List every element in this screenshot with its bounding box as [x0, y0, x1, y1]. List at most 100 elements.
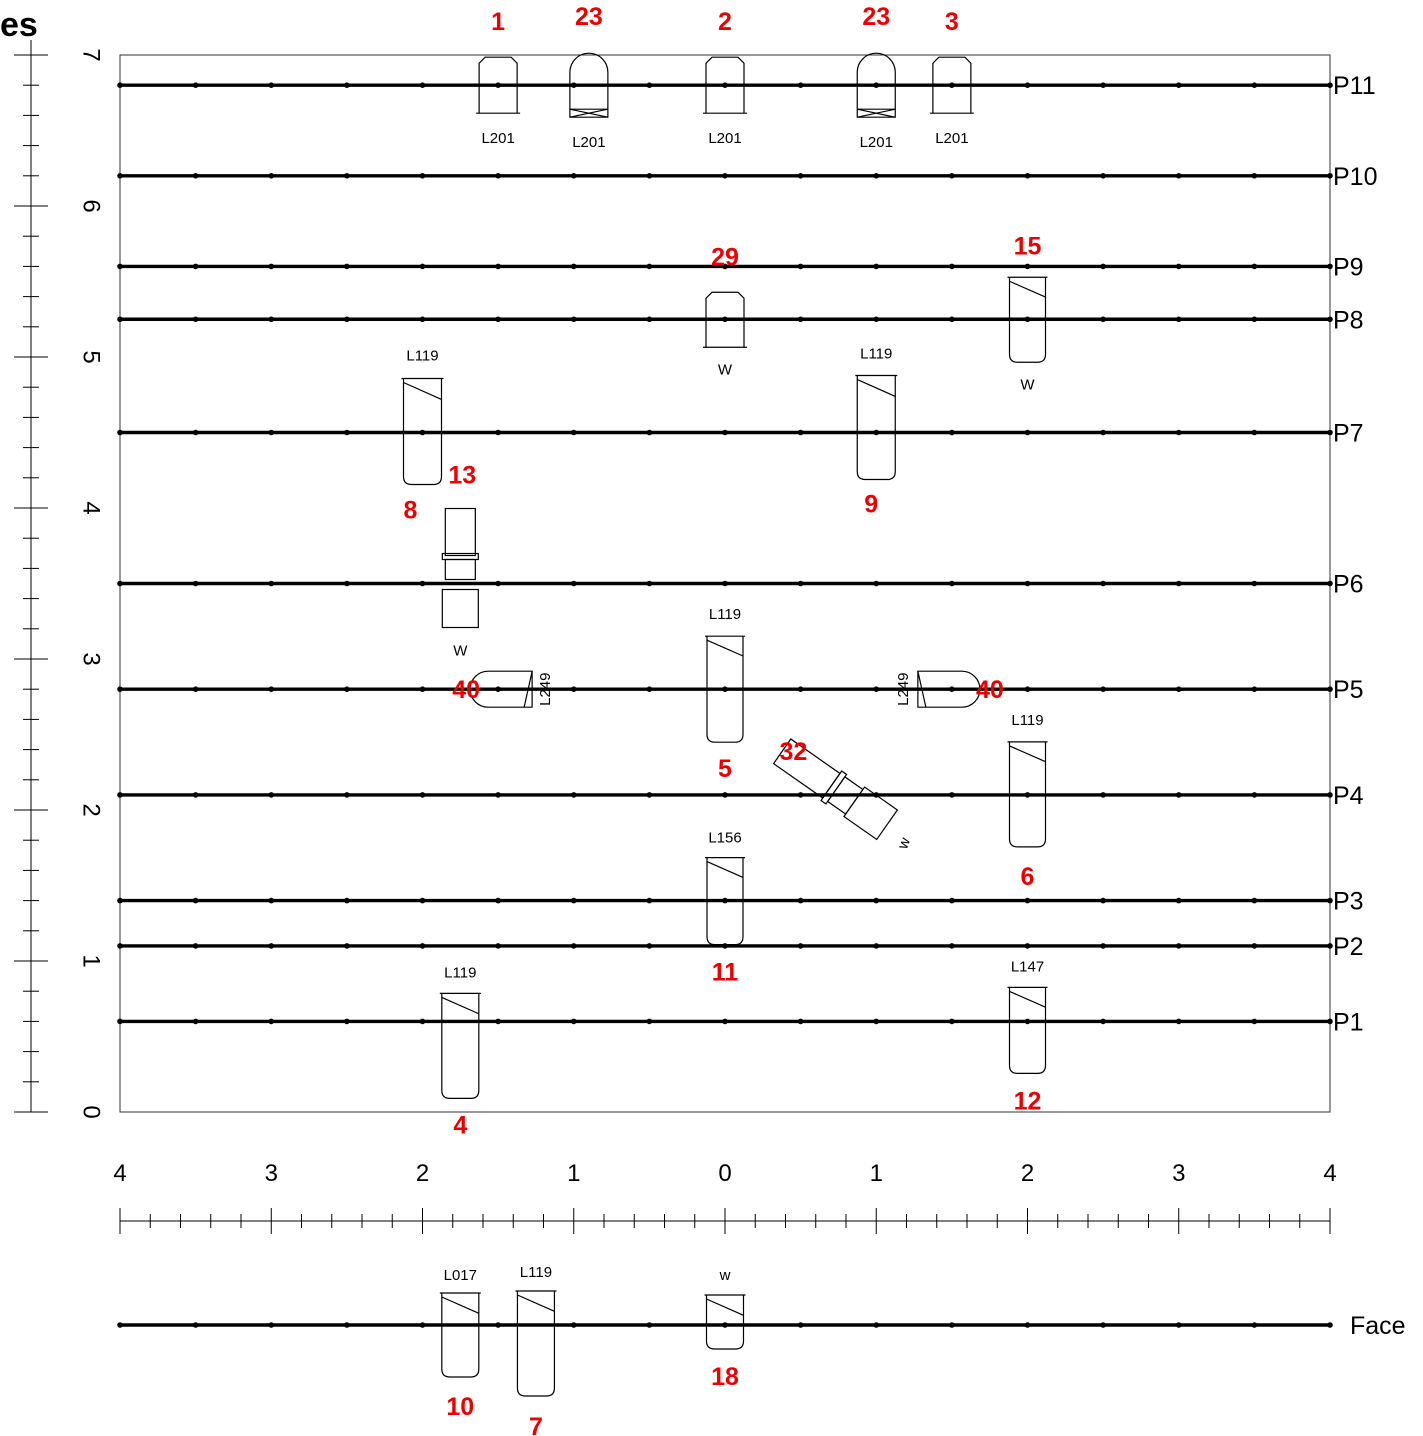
plane-marker: [268, 1018, 275, 1025]
plane-marker: [1100, 263, 1106, 270]
plane-marker: [722, 263, 728, 270]
find-code-label: W: [1020, 376, 1035, 393]
find-code-label: L249: [895, 673, 912, 706]
find-pipe-rotated: [772, 738, 899, 841]
plane-marker: [344, 1018, 350, 1025]
plane-marker: [1327, 1018, 1333, 1025]
left-axis-label: 1: [78, 954, 105, 967]
find-number-label: 40: [976, 676, 1004, 704]
plane-marker: [722, 1018, 728, 1025]
find-pipe: W 13: [441, 462, 479, 660]
find-code-label: L147: [1011, 958, 1044, 975]
find-vessel: L156 11: [705, 830, 745, 987]
plane-marker: [1327, 173, 1333, 179]
plane-marker: [873, 1018, 880, 1025]
plane-marker: [495, 897, 501, 904]
plane-marker: [646, 943, 653, 949]
find-vessel-hatch: [403, 381, 442, 400]
find-dome-outline: [569, 52, 609, 118]
find-number-label: 2: [718, 8, 732, 36]
face-marker: [192, 1322, 199, 1328]
plane-marker: [1251, 943, 1258, 949]
plane-marker: [722, 792, 728, 798]
find-lamp-outline: [476, 56, 521, 114]
find-dome: L201 23: [856, 3, 896, 151]
find-dome-cross: [569, 108, 608, 118]
find-lamp: W 29: [703, 243, 747, 378]
plane-marker: [1327, 943, 1333, 949]
left-axis-label: 7: [78, 48, 105, 61]
plane-marker: [1251, 429, 1258, 436]
plane-marker: [949, 792, 955, 798]
left-axis-label: 2: [78, 803, 105, 816]
plane-marker: [495, 316, 501, 323]
plane-marker: [344, 580, 350, 587]
find-lamp-outline: [703, 56, 747, 114]
find-number-label: 5: [718, 755, 732, 783]
plane-marker: [1100, 686, 1106, 692]
plane-marker: [646, 792, 653, 798]
plane-marker: [949, 173, 955, 179]
find-dome: L201 23: [569, 3, 609, 151]
plane-marker: [1100, 82, 1106, 88]
plane-marker: [873, 686, 880, 692]
plane-marker: [117, 580, 123, 587]
plane-marker: [117, 316, 123, 323]
face-marker: [646, 1322, 653, 1328]
find-number-label: 13: [448, 462, 476, 490]
find-pipe-collar: [441, 552, 479, 561]
find-number-label: 9: [864, 491, 878, 519]
plane-label: P2: [1333, 933, 1364, 961]
find-number-label: 18: [711, 1363, 739, 1391]
plane-label: P9: [1333, 253, 1364, 281]
find-vessel-outline: [1007, 741, 1048, 848]
face-marker: [419, 1322, 426, 1328]
plane-marker: [1175, 943, 1182, 949]
plane-marker: [344, 316, 350, 323]
plane-marker: [344, 792, 350, 798]
plane-label: P7: [1333, 420, 1364, 448]
plane-marker: [419, 263, 426, 270]
find-code-label: L119: [444, 964, 476, 981]
plane-marker: [344, 429, 350, 436]
plane-marker: [1100, 316, 1106, 323]
plane-marker: [570, 686, 577, 692]
plane-marker: [419, 792, 426, 798]
plane-marker: [646, 686, 653, 692]
plane-marker: [495, 1018, 501, 1025]
find-number-label: 15: [1014, 232, 1042, 260]
plane-marker: [1175, 316, 1182, 323]
plane-marker: [722, 943, 728, 949]
corner-title: es: [0, 6, 38, 44]
plane-marker: [722, 897, 728, 904]
find-vessel: w 18: [704, 1267, 746, 1391]
find-vessel-outline: [515, 1290, 557, 1397]
face-marker: [495, 1322, 501, 1328]
bottom-axis-label: 3: [1172, 1160, 1185, 1187]
find-number-label: 12: [1014, 1087, 1042, 1115]
plane-marker: [1024, 897, 1031, 904]
plane-marker: [344, 686, 350, 692]
plane-marker: [1251, 1018, 1258, 1025]
plane-marker: [419, 316, 426, 323]
left-axis: 0 1 2 3 4 5 6 7: [14, 40, 105, 1119]
find-code-label: L017: [444, 1267, 477, 1284]
find-vessel-hatch: [857, 378, 896, 397]
plane-marker: [722, 686, 728, 692]
find-vessel-outline: [401, 377, 444, 486]
plane-marker: [797, 686, 804, 692]
find-code-label: L119: [709, 606, 741, 623]
plane-marker: [797, 263, 804, 270]
left-axis-label: 3: [78, 652, 105, 665]
find-code-label: L119: [860, 346, 892, 363]
plane-marker: [1100, 429, 1106, 436]
find-vessel-outline: [1007, 986, 1048, 1074]
face-marker: [949, 1322, 955, 1328]
plane-marker: [1175, 1018, 1182, 1025]
plane-marker: [570, 943, 577, 949]
plane-marker: [949, 686, 955, 692]
find-vessel-outline: [1007, 276, 1048, 363]
face-marker: [1024, 1322, 1031, 1328]
plane-marker: [949, 580, 955, 587]
plane-marker: [873, 263, 880, 270]
